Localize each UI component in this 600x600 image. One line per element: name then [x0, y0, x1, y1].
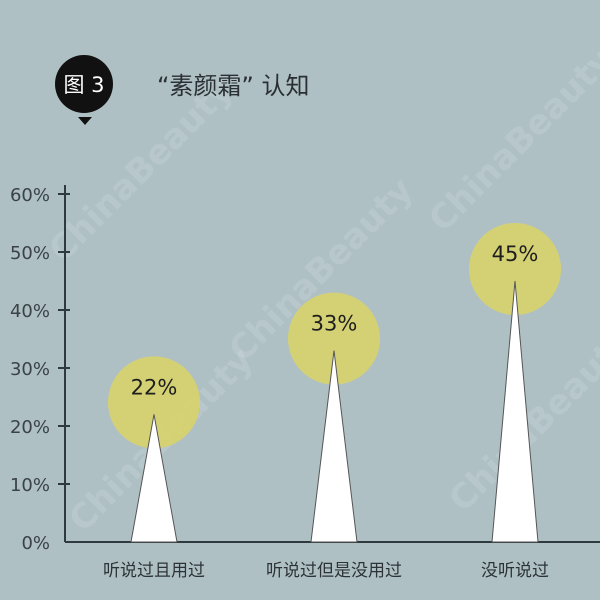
x-tick-label: 没听说过 [481, 561, 549, 581]
bar-triangle [310, 350, 358, 543]
highlight-circle [469, 223, 561, 315]
data-label: 33% [311, 312, 358, 336]
y-tick-label: 20% [10, 417, 50, 438]
y-tick-label: 50% [10, 243, 50, 264]
figure-badge: 图 3 [55, 55, 113, 113]
y-tick-label: 10% [10, 475, 50, 496]
badge-pointer-icon [78, 117, 92, 125]
x-tick-label: 听说过且用过 [103, 561, 205, 581]
x-tick-label: 听说过但是没用过 [266, 561, 402, 581]
highlight-circle [108, 356, 200, 449]
data-label: 45% [492, 242, 539, 266]
chart-title: “素颜霜” 认知 [157, 72, 310, 100]
data-label: 22% [131, 375, 178, 399]
y-tick-label: 60% [10, 185, 50, 206]
y-tick-label: 30% [10, 359, 50, 380]
bar-triangle [491, 280, 539, 543]
y-tick-label: 0% [21, 533, 50, 554]
y-tick-label: 40% [10, 301, 50, 322]
bar-triangle [130, 414, 178, 543]
highlight-circle [288, 292, 380, 385]
